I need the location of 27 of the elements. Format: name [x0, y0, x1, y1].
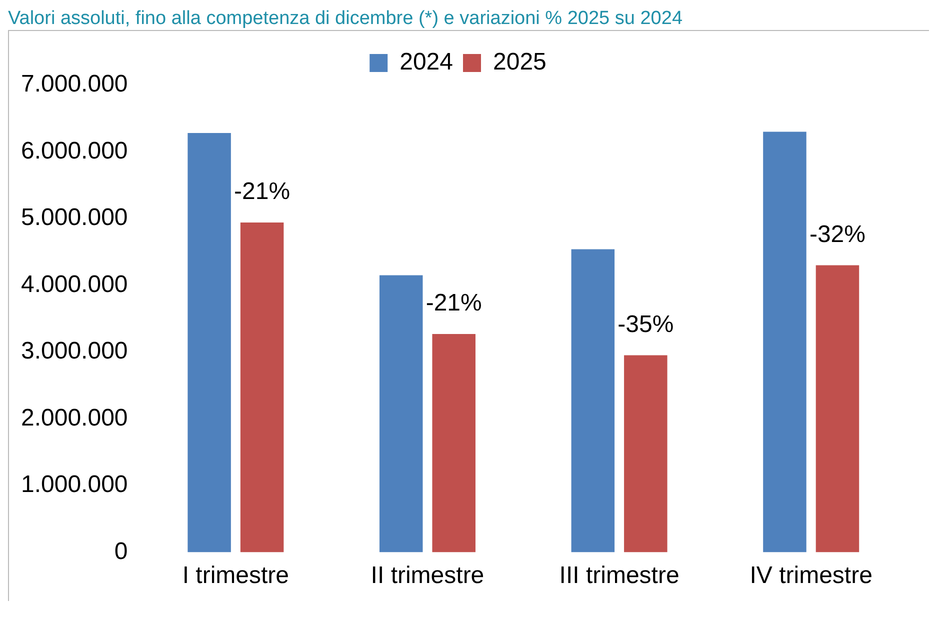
- annotation: -21%: [426, 290, 482, 317]
- y-tick-label: 1.000.000: [20, 471, 128, 498]
- y-tick-label: 6.000.000: [20, 137, 128, 164]
- annotation: -32%: [809, 220, 866, 248]
- x-tick-label: III trimestre: [559, 562, 680, 590]
- x-tick-label: II trimestre: [370, 562, 484, 590]
- x-tick-label: IV trimestre: [750, 562, 872, 590]
- bar: [816, 265, 860, 552]
- annotation: -35%: [618, 310, 674, 338]
- y-tick-label: 0: [114, 538, 128, 565]
- y-tick-label: 3.000.000: [20, 338, 128, 365]
- legend-label: 2024: [400, 48, 453, 76]
- bar: [763, 132, 806, 552]
- bar: [432, 334, 476, 552]
- bar: [379, 275, 423, 552]
- chart-title: Valori assoluti, fino alla competenza di dicembre (*) e variazioni % 2025 su 2024: [8, 8, 684, 30]
- bar: [624, 355, 668, 552]
- y-tick-label: 2.000.000: [20, 404, 128, 432]
- legend-label: 2025: [493, 48, 546, 76]
- y-tick-label: 7.000.000: [20, 70, 128, 98]
- y-tick-label: 5.000.000: [20, 204, 128, 232]
- y-tick-label: 4.000.000: [20, 270, 128, 298]
- bar: [571, 249, 615, 552]
- x-tick-label: I trimestre: [182, 562, 290, 590]
- annotation: -21%: [234, 178, 290, 206]
- bar: [240, 222, 284, 552]
- bar: [188, 133, 231, 552]
